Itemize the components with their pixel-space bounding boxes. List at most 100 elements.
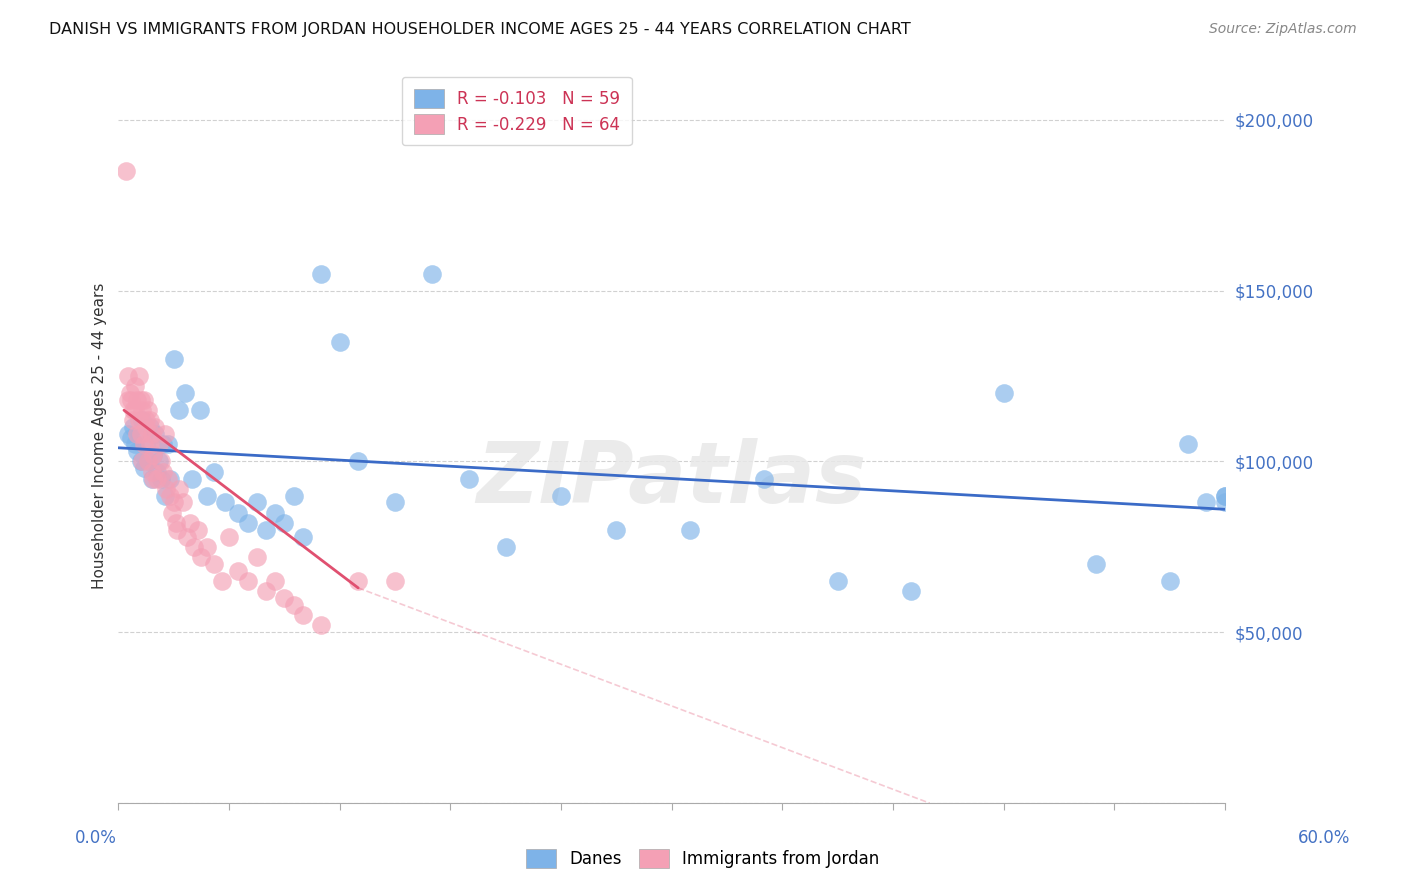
Point — [1213, 489, 1236, 503]
Point — [246, 550, 269, 565]
Point — [125, 392, 148, 407]
Point — [291, 608, 314, 623]
Point — [135, 437, 157, 451]
Point — [457, 471, 479, 485]
Point — [153, 489, 176, 503]
Point — [188, 403, 211, 417]
Point — [495, 540, 517, 554]
Point — [605, 523, 627, 537]
Point — [152, 437, 174, 451]
Point — [129, 392, 152, 407]
Point — [117, 392, 139, 407]
Point — [1213, 495, 1236, 509]
Point — [173, 386, 195, 401]
Point — [236, 574, 259, 588]
Point — [283, 598, 305, 612]
Point — [141, 465, 163, 479]
Point — [1213, 489, 1236, 503]
Point — [384, 574, 406, 588]
Point — [139, 420, 162, 434]
Point — [141, 427, 163, 442]
Point — [136, 454, 159, 468]
Point — [143, 420, 166, 434]
Point — [124, 437, 146, 451]
Point — [134, 437, 156, 451]
Point — [139, 437, 162, 451]
Point — [329, 334, 352, 349]
Point — [157, 471, 180, 485]
Point — [179, 516, 201, 530]
Point — [159, 489, 181, 503]
Point — [166, 523, 188, 537]
Point — [122, 413, 145, 427]
Y-axis label: Householder Income Ages 25 - 44 years: Householder Income Ages 25 - 44 years — [93, 283, 107, 589]
Point — [129, 454, 152, 468]
Text: 0.0%: 0.0% — [75, 829, 117, 847]
Point — [149, 454, 172, 468]
Point — [128, 369, 150, 384]
Point — [146, 471, 169, 485]
Point — [128, 427, 150, 442]
Point — [311, 267, 333, 281]
Point — [169, 482, 191, 496]
Point — [195, 489, 218, 503]
Point — [152, 465, 174, 479]
Point — [155, 482, 177, 496]
Point — [117, 369, 139, 384]
Point — [146, 465, 169, 479]
Point — [195, 540, 218, 554]
Point — [218, 530, 240, 544]
Point — [273, 591, 295, 606]
Text: DANISH VS IMMIGRANTS FROM JORDAN HOUSEHOLDER INCOME AGES 25 - 44 YEARS CORRELATI: DANISH VS IMMIGRANTS FROM JORDAN HOUSEHO… — [49, 22, 911, 37]
Point — [172, 495, 194, 509]
Point — [752, 471, 775, 485]
Point — [117, 427, 139, 442]
Point — [254, 584, 277, 599]
Point — [211, 574, 233, 588]
Point — [226, 564, 249, 578]
Point — [139, 413, 162, 427]
Point — [1177, 437, 1199, 451]
Point — [827, 574, 849, 588]
Point — [125, 427, 148, 442]
Point — [1195, 495, 1218, 509]
Point — [128, 413, 150, 427]
Point — [135, 420, 157, 434]
Point — [254, 523, 277, 537]
Point — [176, 530, 198, 544]
Point — [163, 495, 186, 509]
Point — [149, 471, 172, 485]
Point — [136, 454, 159, 468]
Point — [900, 584, 922, 599]
Point — [384, 495, 406, 509]
Point — [1084, 557, 1107, 571]
Point — [202, 557, 225, 571]
Legend: Danes, Immigrants from Jordan: Danes, Immigrants from Jordan — [520, 842, 886, 875]
Point — [1159, 574, 1181, 588]
Point — [131, 413, 153, 427]
Point — [311, 618, 333, 632]
Point — [142, 471, 165, 485]
Point — [148, 437, 170, 451]
Point — [283, 489, 305, 503]
Legend: R = -0.103   N = 59, R = -0.229   N = 64: R = -0.103 N = 59, R = -0.229 N = 64 — [402, 77, 631, 145]
Text: 60.0%: 60.0% — [1298, 829, 1351, 847]
Point — [153, 427, 176, 442]
Point — [181, 471, 204, 485]
Point — [131, 454, 153, 468]
Point — [131, 403, 153, 417]
Point — [236, 516, 259, 530]
Point — [264, 506, 287, 520]
Point — [124, 379, 146, 393]
Point — [122, 420, 145, 434]
Point — [120, 431, 142, 445]
Point — [142, 448, 165, 462]
Point — [420, 267, 443, 281]
Point — [993, 386, 1015, 401]
Point — [160, 506, 183, 520]
Point — [125, 444, 148, 458]
Point — [226, 506, 249, 520]
Point — [122, 403, 145, 417]
Point — [134, 392, 156, 407]
Point — [120, 392, 142, 407]
